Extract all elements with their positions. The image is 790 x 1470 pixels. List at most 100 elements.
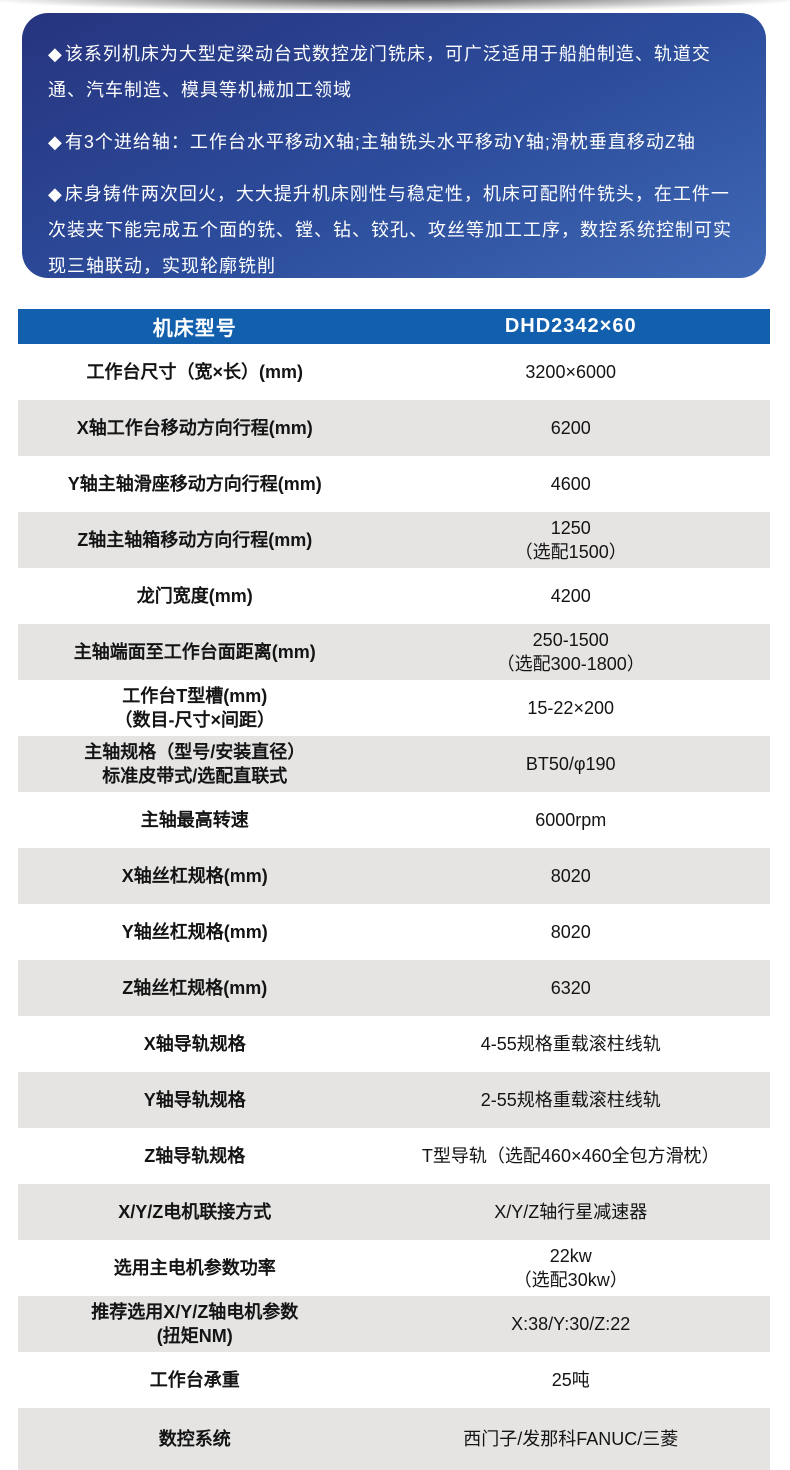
spec-label-line1: 主轴最高转速 <box>140 810 249 830</box>
table-row: Z轴丝杠规格(mm) 6320 <box>18 960 770 1016</box>
spec-value: 2-55规格重载滚柱线轨 <box>371 1084 770 1116</box>
table-row: 推荐选用X/Y/Z轴电机参数 (扭矩NM) X:38/Y:30/Z:22 <box>18 1296 770 1352</box>
table-row: X/Y/Z电机联接方式 X/Y/Z轴行星减速器 <box>18 1184 770 1240</box>
spec-label-line1: 主轴端面至工作台面距离(mm) <box>73 642 316 662</box>
spec-label-line1: Z轴丝杠规格(mm) <box>122 978 268 998</box>
spec-label: 工作台尺寸（宽×长）(mm) <box>18 356 371 388</box>
spec-value-line1: T型导轨（选配460×460全包方滑枕） <box>421 1146 720 1166</box>
spec-value: X:38/Y:30/Z:22 <box>371 1308 770 1340</box>
spec-label: 推荐选用X/Y/Z轴电机参数 (扭矩NM) <box>18 1296 371 1352</box>
spec-label: Y轴导轨规格 <box>18 1084 371 1116</box>
spec-label-line2: (扭矩NM) <box>156 1326 233 1346</box>
model-value: DHD2342×60 <box>504 315 637 337</box>
diamond-bullet-icon: ◆ <box>48 44 63 64</box>
spec-label: Z轴导轨规格 <box>18 1140 371 1172</box>
spec-value-line1: 4600 <box>550 474 591 494</box>
feature-bullet-text: 该系列机床为大型定梁动台式数控龙门铣床，可广泛适用于船舶制造、轨道交通、汽车制造… <box>48 44 711 100</box>
table-row: Y轴主轴滑座移动方向行程(mm) 4600 <box>18 456 770 512</box>
spec-label: 数控系统 <box>18 1423 371 1455</box>
spec-value-line2: （选配300-1800） <box>496 654 645 674</box>
spec-value: 6000rpm <box>371 804 770 836</box>
spec-label-line1: X轴工作台移动方向行程(mm) <box>76 418 313 438</box>
table-row: Z轴导轨规格 T型导轨（选配460×460全包方滑枕） <box>18 1128 770 1184</box>
spec-value-line1: 4-55规格重载滚柱线轨 <box>480 1034 661 1054</box>
spec-label-line1: Y轴导轨规格 <box>143 1090 246 1110</box>
feature-bullet-text: 床身铸件两次回火，大大提升机床刚性与稳定性，机床可配附件铣头，在工件一次装夹下能… <box>48 184 732 276</box>
spec-value: 22kw （选配30kw） <box>371 1240 770 1296</box>
spec-value-line1: 8020 <box>550 922 591 942</box>
table-row: 主轴最高转速 6000rpm <box>18 792 770 848</box>
spec-label: 工作台承重 <box>18 1364 371 1396</box>
spec-value: 250-1500 （选配300-1800） <box>371 624 770 680</box>
spec-value: 4600 <box>371 468 770 500</box>
feature-bullet: ◆ 有3个进给轴：工作台水平移动X轴;主轴铣头水平移动Y轴;滑枕垂直移动Z轴 <box>48 124 738 160</box>
table-row: 工作台承重 25吨 <box>18 1352 770 1408</box>
spec-label: X/Y/Z电机联接方式 <box>18 1196 371 1228</box>
spec-value-line1: 8020 <box>550 866 591 886</box>
table-row: 主轴规格（型号/安装直径） 标准皮带式/选配直联式 BT50/φ190 <box>18 736 770 792</box>
table-row: 工作台尺寸（宽×长）(mm) 3200×6000 <box>18 344 770 400</box>
spec-label-line1: X/Y/Z电机联接方式 <box>118 1202 272 1222</box>
spec-label-line1: Y轴主轴滑座移动方向行程(mm) <box>67 474 322 494</box>
feature-bullet: ◆ 床身铸件两次回火，大大提升机床刚性与稳定性，机床可配附件铣头，在工件一次装夹下… <box>48 176 738 284</box>
spec-value: X/Y/Z轴行星减速器 <box>371 1196 770 1228</box>
spec-value: 3200×6000 <box>371 356 770 388</box>
table-row: Z轴主轴箱移动方向行程(mm) 1250 （选配1500） <box>18 512 770 568</box>
table-header-row: 机床型号 DHD2342×60 <box>18 309 770 344</box>
spec-label-line1: 工作台T型槽(mm) <box>122 686 268 706</box>
spec-value: 4200 <box>371 580 770 612</box>
spec-label-line1: 选用主电机参数功率 <box>113 1258 276 1278</box>
intro-card: ◆ 该系列机床为大型定梁动台式数控龙门铣床，可广泛适用于船舶制造、轨道交通、汽车制… <box>22 13 766 278</box>
table-row: 数控系统 西门子/发那科FANUC/三菱 <box>18 1408 770 1470</box>
diamond-bullet-icon: ◆ <box>48 132 63 152</box>
spec-value-line1: BT50/φ190 <box>525 754 616 774</box>
table-row: 主轴端面至工作台面距离(mm) 250-1500 （选配300-1800） <box>18 624 770 680</box>
spec-value: 15-22×200 <box>371 692 770 724</box>
spec-label-line1: 推荐选用X/Y/Z轴电机参数 <box>91 1302 299 1322</box>
spec-value: 8020 <box>371 860 770 892</box>
spec-value-line1: 22kw <box>549 1246 592 1266</box>
spec-label-line1: 工作台承重 <box>149 1370 240 1390</box>
spec-value-line1: 6320 <box>550 978 591 998</box>
spec-label-line1: 工作台尺寸（宽×长）(mm) <box>86 362 303 382</box>
spec-label: 工作台T型槽(mm) （数目-尺寸×间距） <box>18 680 371 736</box>
table-row: Y轴导轨规格 2-55规格重载滚柱线轨 <box>18 1072 770 1128</box>
spec-value: 1250 （选配1500） <box>371 512 770 568</box>
spec-label-line1: 龙门宽度(mm) <box>136 586 253 606</box>
spec-value: BT50/φ190 <box>371 748 770 780</box>
spec-label: 主轴规格（型号/安装直径） 标准皮带式/选配直联式 <box>18 736 371 792</box>
spec-label: Z轴丝杠规格(mm) <box>18 972 371 1004</box>
spec-label: X轴丝杠规格(mm) <box>18 860 371 892</box>
table-row: 工作台T型槽(mm) （数目-尺寸×间距） 15-22×200 <box>18 680 770 736</box>
spec-value-line1: X/Y/Z轴行星减速器 <box>494 1202 648 1222</box>
spec-value: 6320 <box>371 972 770 1004</box>
spec-label-line1: 主轴规格（型号/安装直径） <box>84 742 306 762</box>
top-shadow <box>0 0 790 16</box>
spec-value-line1: 2-55规格重载滚柱线轨 <box>480 1090 661 1110</box>
spec-label: 主轴最高转速 <box>18 804 371 836</box>
spec-label: 主轴端面至工作台面距离(mm) <box>18 636 371 668</box>
spec-label: 选用主电机参数功率 <box>18 1252 371 1284</box>
spec-value: T型导轨（选配460×460全包方滑枕） <box>371 1140 770 1172</box>
spec-value-line1: 250-1500 <box>532 630 609 650</box>
spec-value-line1: 1250 <box>550 518 591 538</box>
spec-label: X轴工作台移动方向行程(mm) <box>18 412 371 444</box>
spec-label-line1: Z轴导轨规格 <box>144 1146 246 1166</box>
spec-value-line2: （选配1500） <box>514 542 627 562</box>
spec-label-line1: Z轴主轴箱移动方向行程(mm) <box>77 530 313 550</box>
table-row: Y轴丝杠规格(mm) 8020 <box>18 904 770 960</box>
spec-label-line1: 数控系统 <box>158 1429 231 1449</box>
spec-value: 8020 <box>371 916 770 948</box>
spec-value: 25吨 <box>371 1364 770 1396</box>
spec-label-line1: Y轴丝杠规格(mm) <box>121 922 268 942</box>
spec-label: X轴导轨规格 <box>18 1028 371 1060</box>
feature-bullet: ◆ 该系列机床为大型定梁动台式数控龙门铣床，可广泛适用于船舶制造、轨道交通、汽车制… <box>48 36 738 108</box>
spec-label: 龙门宽度(mm) <box>18 580 371 612</box>
spec-label: Z轴主轴箱移动方向行程(mm) <box>18 524 371 556</box>
table-row: X轴丝杠规格(mm) 8020 <box>18 848 770 904</box>
feature-bullet-text: 有3个进给轴：工作台水平移动X轴;主轴铣头水平移动Y轴;滑枕垂直移动Z轴 <box>64 132 696 152</box>
model-label: 机床型号 <box>152 318 237 340</box>
spec-value-line1: 25吨 <box>551 1370 590 1390</box>
spec-rows: 工作台尺寸（宽×长）(mm) 3200×6000 X轴工作台移动方向行程(mm)… <box>18 344 770 1470</box>
spec-value-line1: 4200 <box>550 586 591 606</box>
